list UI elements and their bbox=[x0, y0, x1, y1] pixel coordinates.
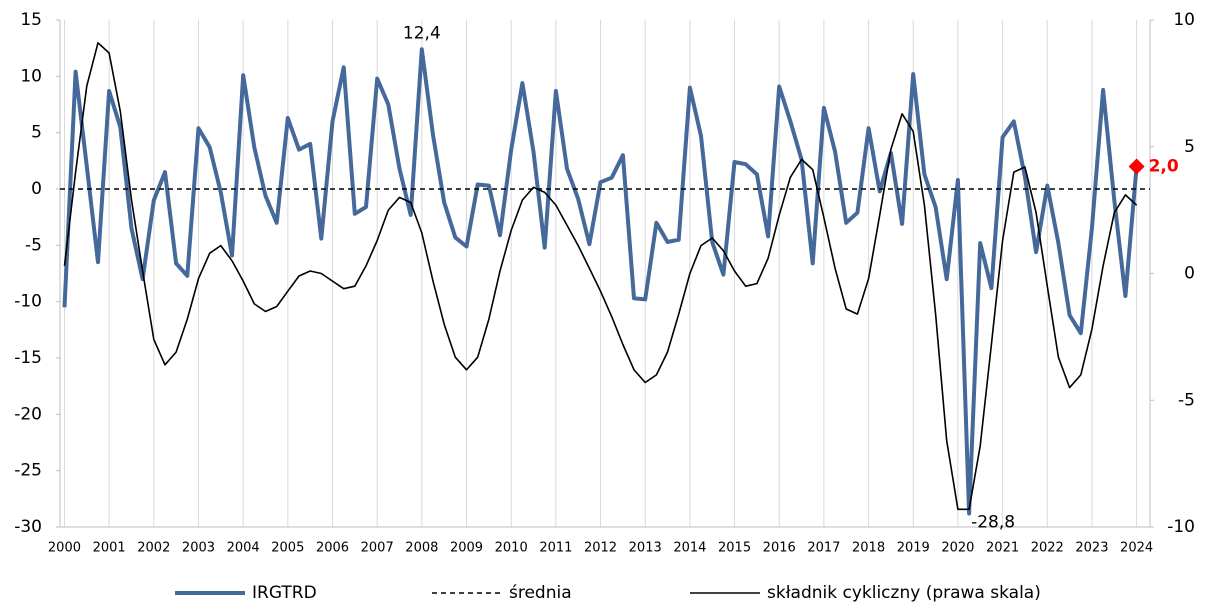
y-tick-label: -30 bbox=[14, 517, 42, 537]
x-tick-label: 2017 bbox=[807, 541, 840, 556]
x-tick-label: 2018 bbox=[852, 541, 885, 556]
x-tick-label: 2013 bbox=[629, 541, 662, 556]
legend-label: średnia bbox=[509, 583, 572, 603]
data-label: -28,8 bbox=[971, 512, 1015, 532]
y-tick-label: -10 bbox=[14, 292, 42, 312]
legend-label: składnik cykliczny (prawa skala) bbox=[767, 583, 1041, 603]
y2-tick-label: -5 bbox=[1178, 390, 1195, 410]
x-tick-label: 2001 bbox=[93, 541, 126, 556]
y-tick-label: -15 bbox=[14, 348, 42, 368]
x-tick-label: 2011 bbox=[539, 541, 572, 556]
x-tick-label: 2024 bbox=[1120, 541, 1153, 556]
x-tick-label: 2004 bbox=[227, 541, 260, 556]
y2-tick-label: 10 bbox=[1173, 10, 1195, 30]
main-line bbox=[62, 47, 1139, 516]
cyclic-line bbox=[63, 42, 1138, 511]
x-tick-label: 2005 bbox=[271, 541, 304, 556]
x-tick-label: 2003 bbox=[182, 541, 215, 556]
x-tick-label: 2010 bbox=[495, 541, 528, 556]
x-tick-label: 2016 bbox=[763, 541, 796, 556]
x-tick-label: 2021 bbox=[986, 541, 1019, 556]
x-tick-label: 2012 bbox=[584, 541, 617, 556]
x-tick-label: 2000 bbox=[48, 541, 81, 556]
y-tick-label: 5 bbox=[31, 123, 42, 143]
y2-tick-label: 0 bbox=[1184, 264, 1195, 284]
y-tick-label: 0 bbox=[31, 179, 42, 199]
data-label: 12,4 bbox=[403, 23, 441, 43]
y-tick-label: 10 bbox=[20, 66, 42, 86]
x-tick-label: 2007 bbox=[361, 541, 394, 556]
x-tick-label: 2009 bbox=[450, 541, 483, 556]
x-tick-label: 2015 bbox=[718, 541, 751, 556]
y-tick-label: -5 bbox=[25, 235, 42, 255]
x-tick-label: 2020 bbox=[941, 541, 974, 556]
x-tick-label: 2023 bbox=[1075, 541, 1108, 556]
x-tick-label: 2019 bbox=[897, 541, 930, 556]
y-tick-label: -20 bbox=[14, 404, 42, 424]
y-tick-label: -25 bbox=[14, 461, 42, 481]
x-tick-label: 2014 bbox=[673, 541, 706, 556]
y-tick-label: 15 bbox=[20, 10, 42, 30]
y2-tick-label: -10 bbox=[1167, 517, 1195, 537]
x-tick-label: 2022 bbox=[1031, 541, 1064, 556]
x-tick-label: 2002 bbox=[137, 541, 170, 556]
x-tick-label: 2008 bbox=[405, 541, 438, 556]
data-label: 2,0 bbox=[1149, 156, 1179, 176]
highlight-marker bbox=[1128, 158, 1145, 175]
x-tick-label: 2006 bbox=[316, 541, 349, 556]
legend-label: IRGTRD bbox=[252, 583, 317, 603]
y2-tick-label: 5 bbox=[1184, 137, 1195, 157]
